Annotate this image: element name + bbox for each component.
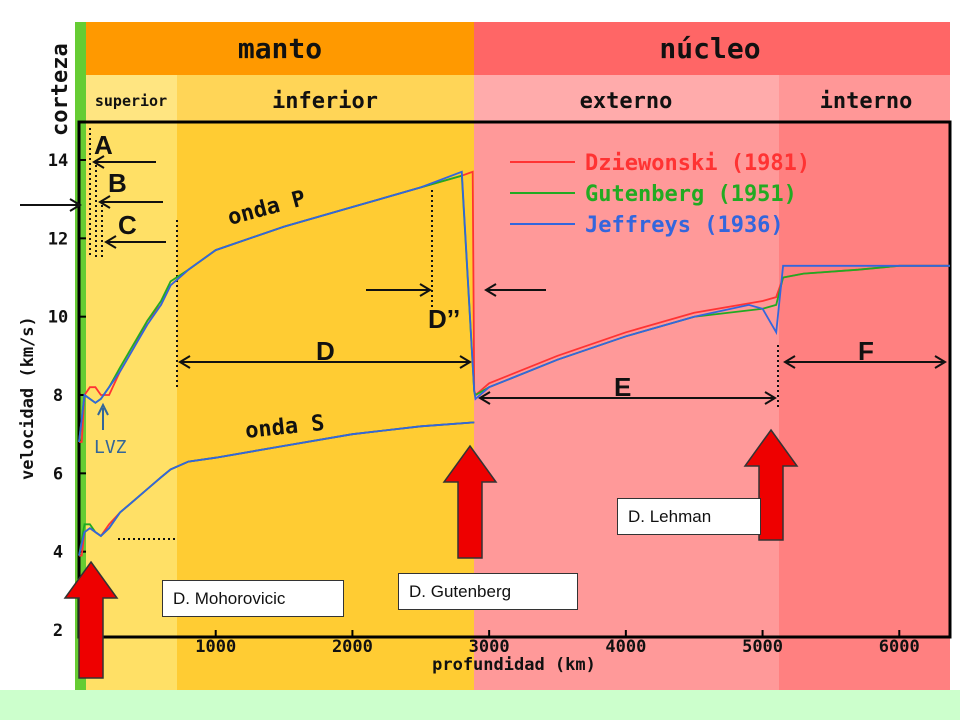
mohorovicic-label: D. Mohorovicic bbox=[162, 580, 344, 617]
zone-markers bbox=[20, 128, 947, 540]
moho-pointer-head bbox=[69, 198, 82, 212]
core-label: núcleo bbox=[659, 32, 760, 65]
plot-frame bbox=[77, 120, 952, 639]
arrow-d2-head bbox=[419, 283, 432, 297]
arrow-c-head bbox=[104, 235, 117, 249]
y-axis-ticks: 2 4 6 8 10 12 14 bbox=[48, 151, 86, 641]
arrow-b-head bbox=[98, 195, 111, 209]
core-header-band bbox=[474, 22, 950, 75]
lehman-label: D. Lehman bbox=[617, 498, 761, 535]
gutenberg-label: D. Gutenberg bbox=[398, 573, 578, 610]
x-axis-title: profundidad (km) bbox=[432, 655, 596, 675]
arrow-core-boundary-head bbox=[484, 283, 497, 297]
zone-a-label: A bbox=[94, 130, 113, 160]
y-tick-label: 10 bbox=[48, 308, 68, 328]
crust-label: corteza bbox=[48, 43, 73, 136]
zone-d-label: D bbox=[316, 336, 335, 366]
p-wave-line-3 bbox=[78, 170, 950, 443]
x-tick-label: 1000 bbox=[195, 637, 236, 657]
y-tick-label: 8 bbox=[53, 386, 63, 406]
footer-band bbox=[0, 690, 960, 720]
zone-e-label: E bbox=[614, 372, 631, 402]
zone-f-label: F bbox=[858, 336, 874, 366]
legend-entry: Gutenberg (1951) bbox=[585, 182, 797, 207]
mantle-label: manto bbox=[238, 32, 322, 65]
x-axis-ticks: 1000 2000 3000 4000 5000 6000 bbox=[195, 630, 920, 657]
zone-c-label: C bbox=[118, 210, 137, 240]
y-tick-label: 6 bbox=[53, 464, 63, 484]
y-tick-label: 14 bbox=[48, 151, 68, 171]
arrow-a-head bbox=[92, 155, 105, 169]
s-wave-line-3 bbox=[78, 421, 475, 556]
lvz-label: LVZ bbox=[94, 437, 127, 458]
zone-d2-label: D’’ bbox=[428, 304, 460, 334]
x-tick-label: 3000 bbox=[469, 637, 510, 657]
legend-entry: Jeffreys (1936) bbox=[585, 213, 784, 238]
inner-core-band bbox=[779, 75, 950, 690]
outer-core-label: externo bbox=[580, 89, 673, 114]
earth-velocity-figure: manto núcleo superior inferior externo i… bbox=[0, 0, 960, 690]
series-layer bbox=[78, 170, 950, 557]
y-tick-label: 12 bbox=[48, 229, 68, 249]
y-tick-label: 2 bbox=[53, 621, 63, 641]
zone-b-label: B bbox=[108, 168, 127, 198]
lehman-arrow bbox=[743, 428, 799, 541]
legend-entry: Dziewonski (1981) bbox=[585, 151, 810, 176]
x-tick-label: 5000 bbox=[742, 637, 783, 657]
subheader-shade bbox=[86, 75, 950, 122]
legend: Dziewonski (1981) Gutenberg (1951) Jeffrey… bbox=[510, 151, 810, 238]
upper-mantle-label: superior bbox=[95, 92, 167, 110]
y-tick-label: 4 bbox=[53, 543, 63, 563]
x-tick-label: 6000 bbox=[879, 637, 920, 657]
mantle-header-band bbox=[86, 22, 474, 75]
x-tick-label: 4000 bbox=[605, 637, 646, 657]
gutenberg-arrow bbox=[442, 444, 498, 559]
x-tick-label: 2000 bbox=[332, 637, 373, 657]
mohorovicic-arrow bbox=[63, 560, 119, 679]
inner-core-label: interno bbox=[820, 89, 913, 114]
y-axis-title: velocidad (km/s) bbox=[18, 316, 38, 480]
lower-mantle-label: inferior bbox=[272, 89, 378, 114]
